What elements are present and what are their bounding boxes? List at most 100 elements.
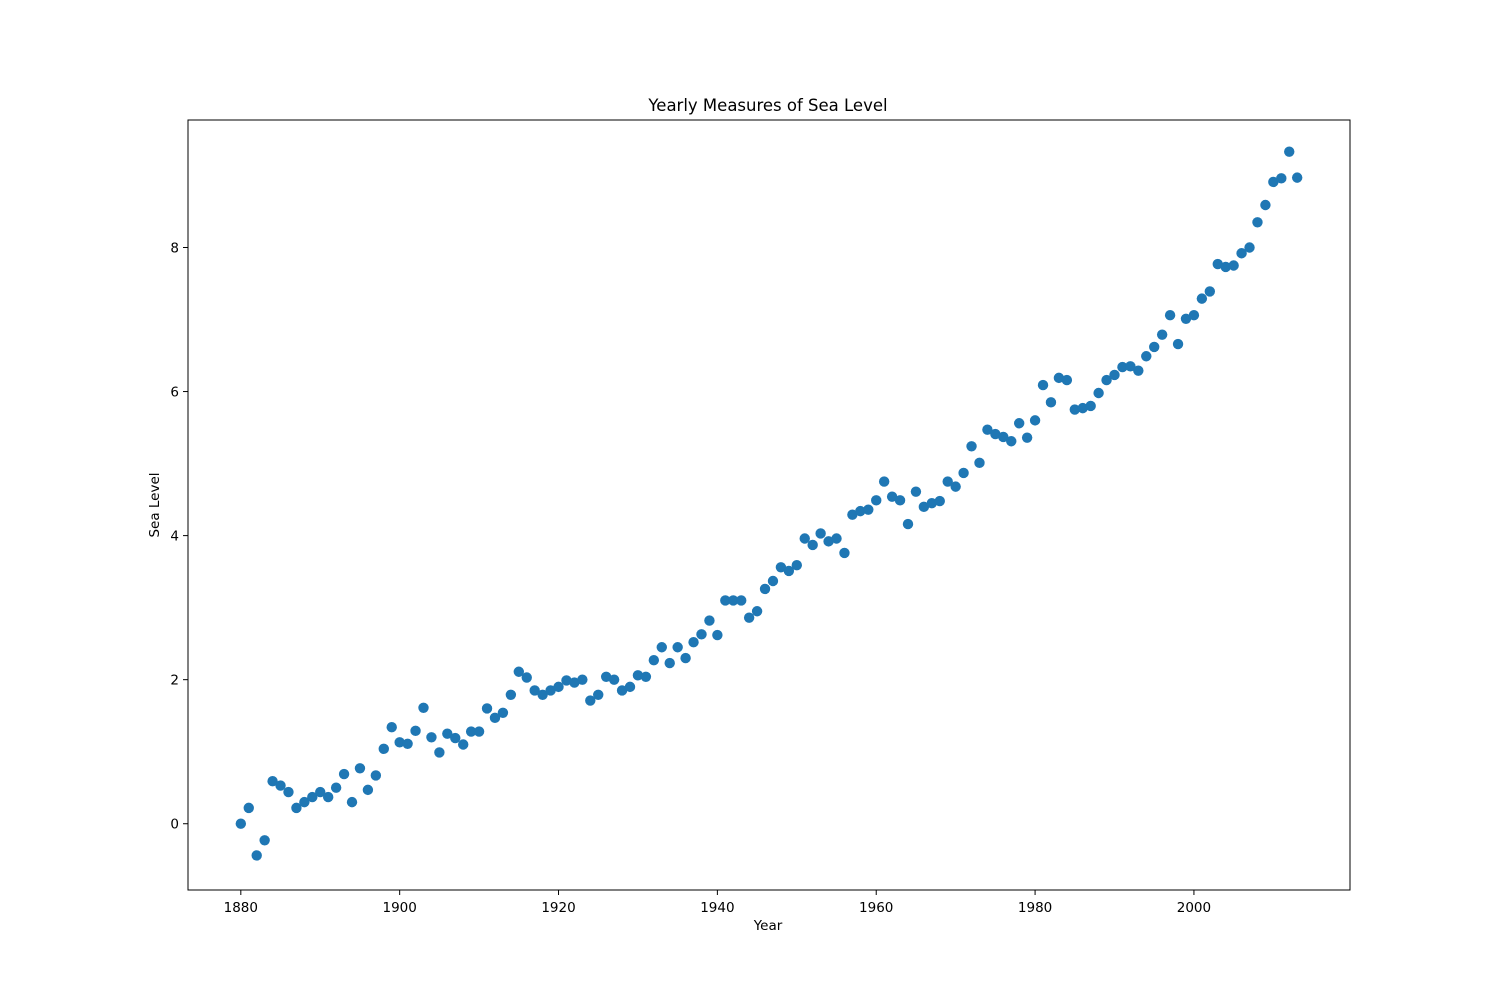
data-point: [1180, 313, 1192, 325]
data-point: [585, 695, 596, 706]
data-point: [1212, 258, 1223, 270]
data-point: [1053, 372, 1065, 384]
data-point: [1101, 374, 1112, 386]
data-point: [1172, 338, 1184, 350]
data-point: [1006, 436, 1017, 447]
data-point: [497, 707, 509, 719]
data-point: [839, 547, 850, 559]
data-point: [1125, 361, 1136, 372]
data-point: [680, 652, 691, 664]
data-point: [489, 712, 501, 724]
data-point: [720, 595, 731, 606]
data-point: [640, 671, 652, 682]
data-point: [736, 595, 747, 606]
data-point: [378, 743, 389, 755]
x-tick-label: 1880: [224, 900, 258, 916]
data-point: [275, 780, 286, 791]
data-point: [958, 467, 969, 479]
data-point: [728, 595, 739, 606]
data-point: [974, 457, 985, 469]
data-point: [561, 675, 572, 686]
data-point: [1284, 146, 1295, 157]
data-point: [537, 689, 548, 700]
data-point: [910, 486, 922, 497]
data-point: [354, 763, 366, 774]
data-point: [775, 562, 787, 573]
data-point: [894, 495, 906, 506]
x-tick-label: 1920: [541, 900, 575, 916]
data-point: [338, 768, 350, 780]
x-tick-label: 1980: [1018, 900, 1052, 916]
data-point: [1188, 310, 1200, 321]
data-point: [322, 791, 334, 803]
data-point: [1236, 248, 1247, 259]
data-point: [1133, 365, 1144, 376]
data-point: [370, 770, 382, 781]
data-point: [934, 495, 945, 507]
data-point: [481, 703, 493, 714]
data-point: [902, 518, 914, 530]
data-point: [791, 559, 802, 571]
data-point: [442, 728, 453, 739]
data-point: [402, 738, 413, 749]
data-point: [251, 850, 262, 861]
data-point: [362, 784, 374, 796]
data-point: [863, 504, 874, 515]
data-point: [394, 737, 405, 748]
data-point: [751, 606, 763, 617]
y-tick-label: 8: [170, 240, 179, 256]
data-point: [1085, 400, 1096, 412]
data-point: [688, 637, 699, 648]
data-point: [1141, 351, 1152, 362]
data-point: [450, 732, 461, 744]
data-point: [664, 657, 675, 669]
data-point: [823, 536, 834, 547]
y-tick-label: 6: [170, 385, 179, 401]
data-point: [886, 491, 898, 502]
x-tick-label: 1940: [700, 900, 734, 916]
data-point: [871, 495, 882, 506]
data-point: [1117, 361, 1128, 373]
data-point: [990, 428, 1001, 440]
data-point: [330, 782, 342, 793]
data-point: [473, 726, 485, 737]
data-point: [243, 802, 254, 814]
data-point: [982, 424, 993, 435]
data-point: [616, 685, 628, 696]
data-point: [807, 539, 818, 551]
data-point: [1260, 199, 1271, 211]
data-point: [783, 565, 795, 577]
data-point: [815, 528, 826, 539]
data-point: [410, 725, 421, 737]
data-point: [1013, 418, 1025, 429]
data-point: [696, 629, 707, 640]
data-point: [1164, 310, 1176, 321]
data-point: [426, 732, 437, 743]
data-point: [513, 666, 525, 677]
data-point: [593, 689, 604, 700]
y-axis-label: Sea Level: [147, 472, 163, 537]
data-point: [458, 739, 469, 750]
data-point: [1220, 261, 1231, 273]
data-point: [926, 497, 938, 509]
data-point: [704, 615, 715, 626]
data-point: [648, 655, 660, 666]
data-point: [767, 575, 779, 587]
data-point: [529, 685, 540, 696]
x-tick-label: 1900: [382, 900, 416, 916]
data-point: [847, 509, 858, 520]
data-point: [855, 505, 866, 517]
data-point: [315, 786, 326, 798]
data-point: [346, 796, 358, 808]
data-point: [1156, 329, 1168, 340]
data-point: [434, 747, 445, 758]
data-point: [878, 476, 890, 487]
data-point: [465, 726, 477, 737]
data-point: [545, 685, 556, 696]
data-point: [1069, 404, 1080, 415]
plot-area-frame: [187, 119, 1351, 891]
x-axis-ticks: 1880 1900 1920 1940 1960 1980 2000: [224, 890, 1211, 916]
data-point: [235, 818, 247, 829]
data-point: [998, 431, 1009, 443]
